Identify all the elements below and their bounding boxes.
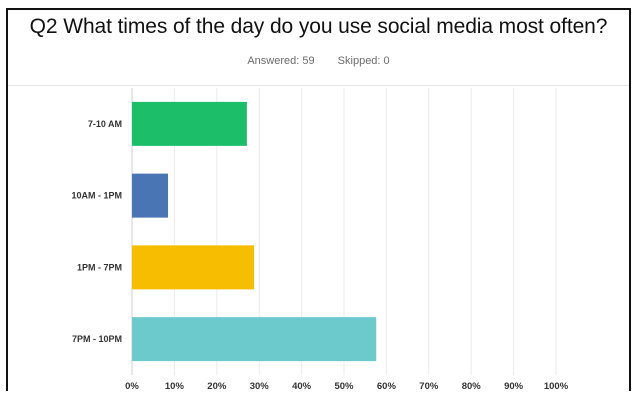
bar-1	[132, 173, 169, 218]
chart-panel: Q2 What times of the day do you use soci…	[6, 8, 631, 391]
x-tick-label: 40%	[292, 381, 312, 391]
x-axis-tick-labels: 0% 10% 20% 30% 40% 50% 60% 70% 80% 90% 100%	[125, 381, 569, 391]
x-tick-label: 0%	[125, 381, 139, 391]
category-label: 7-10 AM	[88, 119, 122, 129]
x-tick-label: 30%	[250, 381, 270, 391]
category-labels: 7-10 AM 10AM - 1PM 1PM - 7PM 7PM - 10PM	[71, 119, 122, 344]
x-tick-label: 20%	[207, 381, 227, 391]
x-tick-label: 90%	[504, 381, 524, 391]
bar-0	[132, 101, 247, 146]
x-tick-label: 70%	[419, 381, 439, 391]
answered-count: Answered: 59	[247, 55, 315, 67]
skipped-count: Skipped: 0	[337, 55, 390, 67]
category-label: 7PM - 10PM	[72, 334, 122, 344]
response-summary: Answered: 59 Skipped: 0	[8, 55, 629, 67]
category-label: 10AM - 1PM	[71, 191, 122, 201]
x-tick-label: 10%	[165, 381, 185, 391]
bars	[132, 101, 377, 362]
bar-3	[132, 317, 377, 362]
header-divider	[8, 85, 629, 86]
x-tick-label: 80%	[462, 381, 482, 391]
x-tick-label: 100%	[544, 381, 569, 391]
x-tick-label: 50%	[334, 381, 354, 391]
bar-chart: 7-10 AM 10AM - 1PM 1PM - 7PM 7PM - 10PM 0% 1…	[71, 88, 569, 391]
question-title: Q2 What times of the day do you use soci…	[29, 15, 608, 38]
x-tick-label: 60%	[377, 381, 397, 391]
bar-2	[132, 245, 255, 290]
category-label: 1PM - 7PM	[77, 262, 122, 272]
